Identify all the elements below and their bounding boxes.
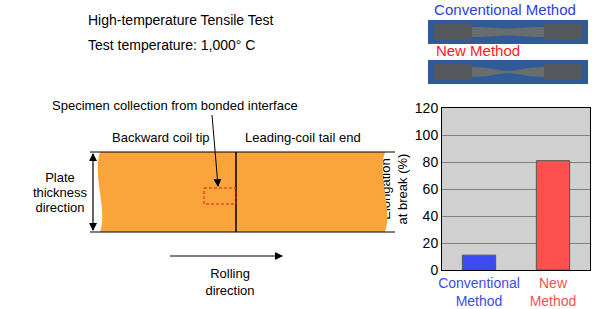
svg-text:ConventionalMethod: ConventionalMethod [438,275,520,309]
svg-text:direction: direction [35,200,84,215]
svg-text:Leading-coil tail end: Leading-coil tail end [245,130,361,145]
svg-text:80: 80 [423,154,439,170]
svg-text:New Method: New Method [436,42,520,59]
svg-text:High-temperature Tensile Test: High-temperature Tensile Test [88,12,274,28]
svg-text:Test temperature: 1,000° C: Test temperature: 1,000° C [88,37,255,53]
svg-text:120: 120 [415,100,439,116]
svg-text:thickness: thickness [33,185,88,200]
svg-text:Elongationat break (%): Elongationat break (%) [378,154,410,225]
svg-text:Plate: Plate [45,170,75,185]
svg-text:NewMethod: NewMethod [530,275,577,309]
svg-text:100: 100 [415,127,439,143]
svg-text:40: 40 [423,208,439,224]
svg-text:Specimen collection from bonde: Specimen collection from bonded interfac… [52,98,298,113]
svg-text:0: 0 [430,262,438,278]
svg-text:Conventional Method: Conventional Method [434,1,576,18]
svg-text:Backward coil tip: Backward coil tip [112,130,210,145]
svg-text:direction: direction [205,283,254,298]
svg-text:20: 20 [423,235,439,251]
svg-text:60: 60 [423,181,439,197]
svg-text:Rolling: Rolling [210,266,250,281]
